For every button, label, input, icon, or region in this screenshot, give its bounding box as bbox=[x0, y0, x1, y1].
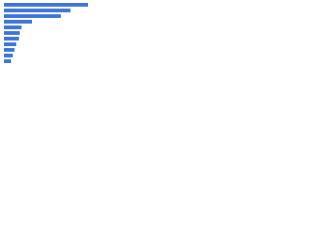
bar bbox=[4, 36, 19, 41]
bar bbox=[4, 31, 20, 35]
bar bbox=[4, 48, 15, 52]
bar bbox=[4, 59, 11, 64]
page: {"chart_data": {"type": "bar", "orientat… bbox=[0, 0, 100, 71]
bar bbox=[4, 2, 88, 7]
bar bbox=[4, 19, 32, 24]
bar bbox=[4, 14, 61, 18]
bar bbox=[4, 25, 22, 30]
bar bbox=[4, 42, 17, 47]
bar bbox=[4, 53, 13, 58]
chart bbox=[4, 2, 88, 64]
bar bbox=[4, 8, 71, 13]
